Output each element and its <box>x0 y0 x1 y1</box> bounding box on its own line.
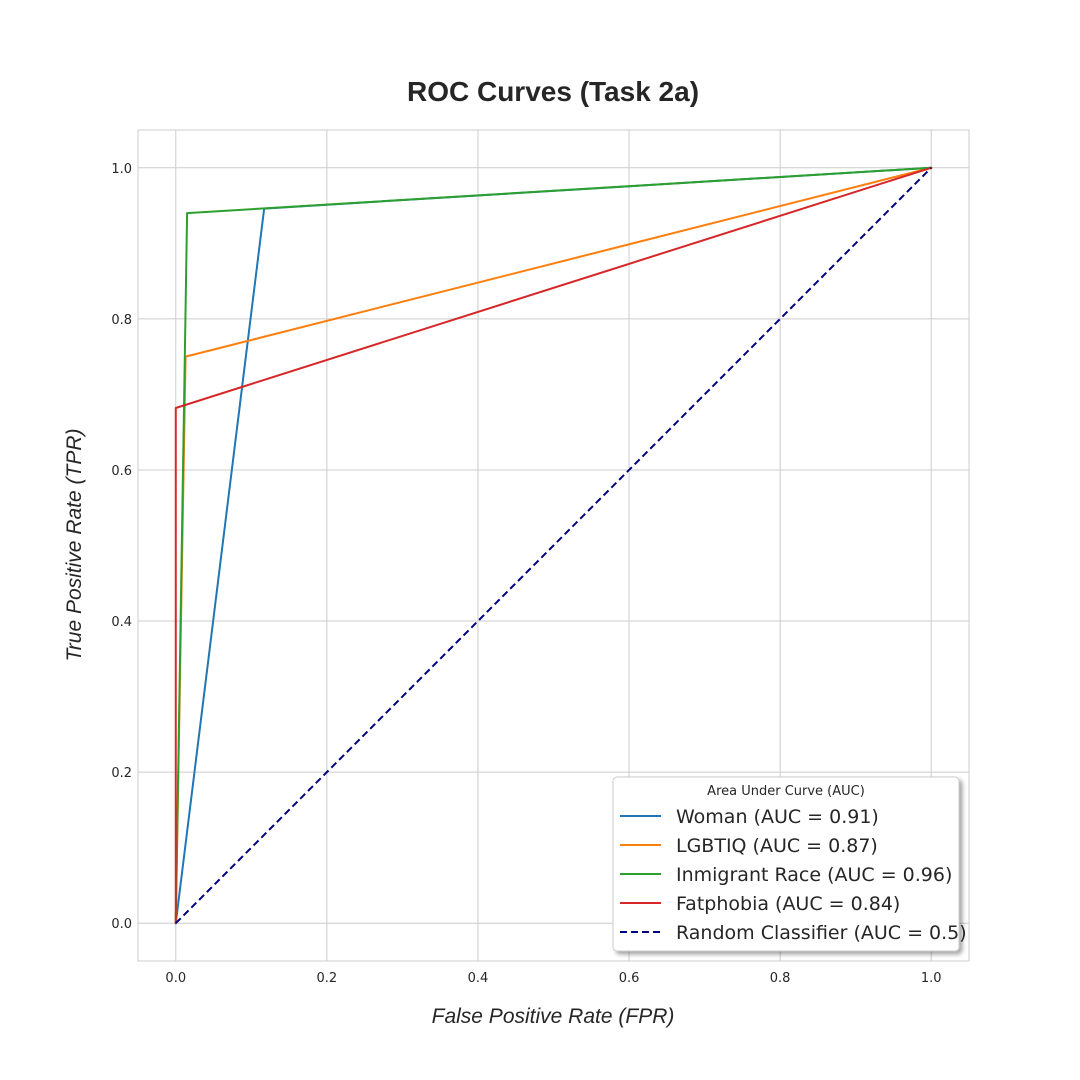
y-tick-label: 0.4 <box>111 615 132 630</box>
y-tick-label: 0.8 <box>111 313 132 328</box>
grid-lines <box>138 130 969 961</box>
x-tick-label: 0.4 <box>468 971 489 986</box>
x-tick-label: 0.6 <box>619 971 640 986</box>
legend-label-0: Woman (AUC = 0.91) <box>676 806 879 828</box>
y-tick-label: 0.2 <box>111 766 132 781</box>
legend-label-1: LGBTIQ (AUC = 0.87) <box>676 835 878 857</box>
series-line-4 <box>175 167 932 924</box>
y-axis-label: True Positive Rate (TPR) <box>63 429 86 662</box>
series-lines <box>174 166 933 925</box>
legend-title: Area Under Curve (AUC) <box>707 784 865 799</box>
legend: Area Under Curve (AUC) Woman (AUC = 0.91… <box>612 776 967 952</box>
series-line-3 <box>174 166 933 925</box>
x-tick-label: 0.0 <box>165 971 186 986</box>
legend-label-2: Inmigrant Race (AUC = 0.96) <box>676 864 952 886</box>
legend-box <box>612 776 960 952</box>
legend-label-3: Fatphobia (AUC = 0.84) <box>676 893 900 915</box>
y-tick-label: 0.0 <box>111 917 132 932</box>
x-axis-label: False Positive Rate (FPR) <box>432 1005 675 1028</box>
x-tick-label: 0.8 <box>770 971 791 986</box>
plot-area-frame <box>137 129 970 962</box>
legend-entries: Woman (AUC = 0.91) LGBTIQ (AUC = 0.87) Inm… <box>620 806 967 944</box>
series-line-2 <box>174 166 933 925</box>
x-tick-label: 0.2 <box>317 971 338 986</box>
y-tick-labels: 0.0 0.2 0.4 0.6 0.8 1.0 <box>111 162 132 932</box>
y-tick-label: 0.6 <box>111 464 132 479</box>
legend-label-4: Random Classifier (AUC = 0.5) <box>676 922 967 944</box>
chart-title: ROC Curves (Task 2a) <box>407 76 699 107</box>
x-tick-labels: 0.0 0.2 0.4 0.6 0.8 1.0 <box>165 971 941 986</box>
x-tick-label: 1.0 <box>921 971 942 986</box>
y-tick-label: 1.0 <box>111 162 132 177</box>
